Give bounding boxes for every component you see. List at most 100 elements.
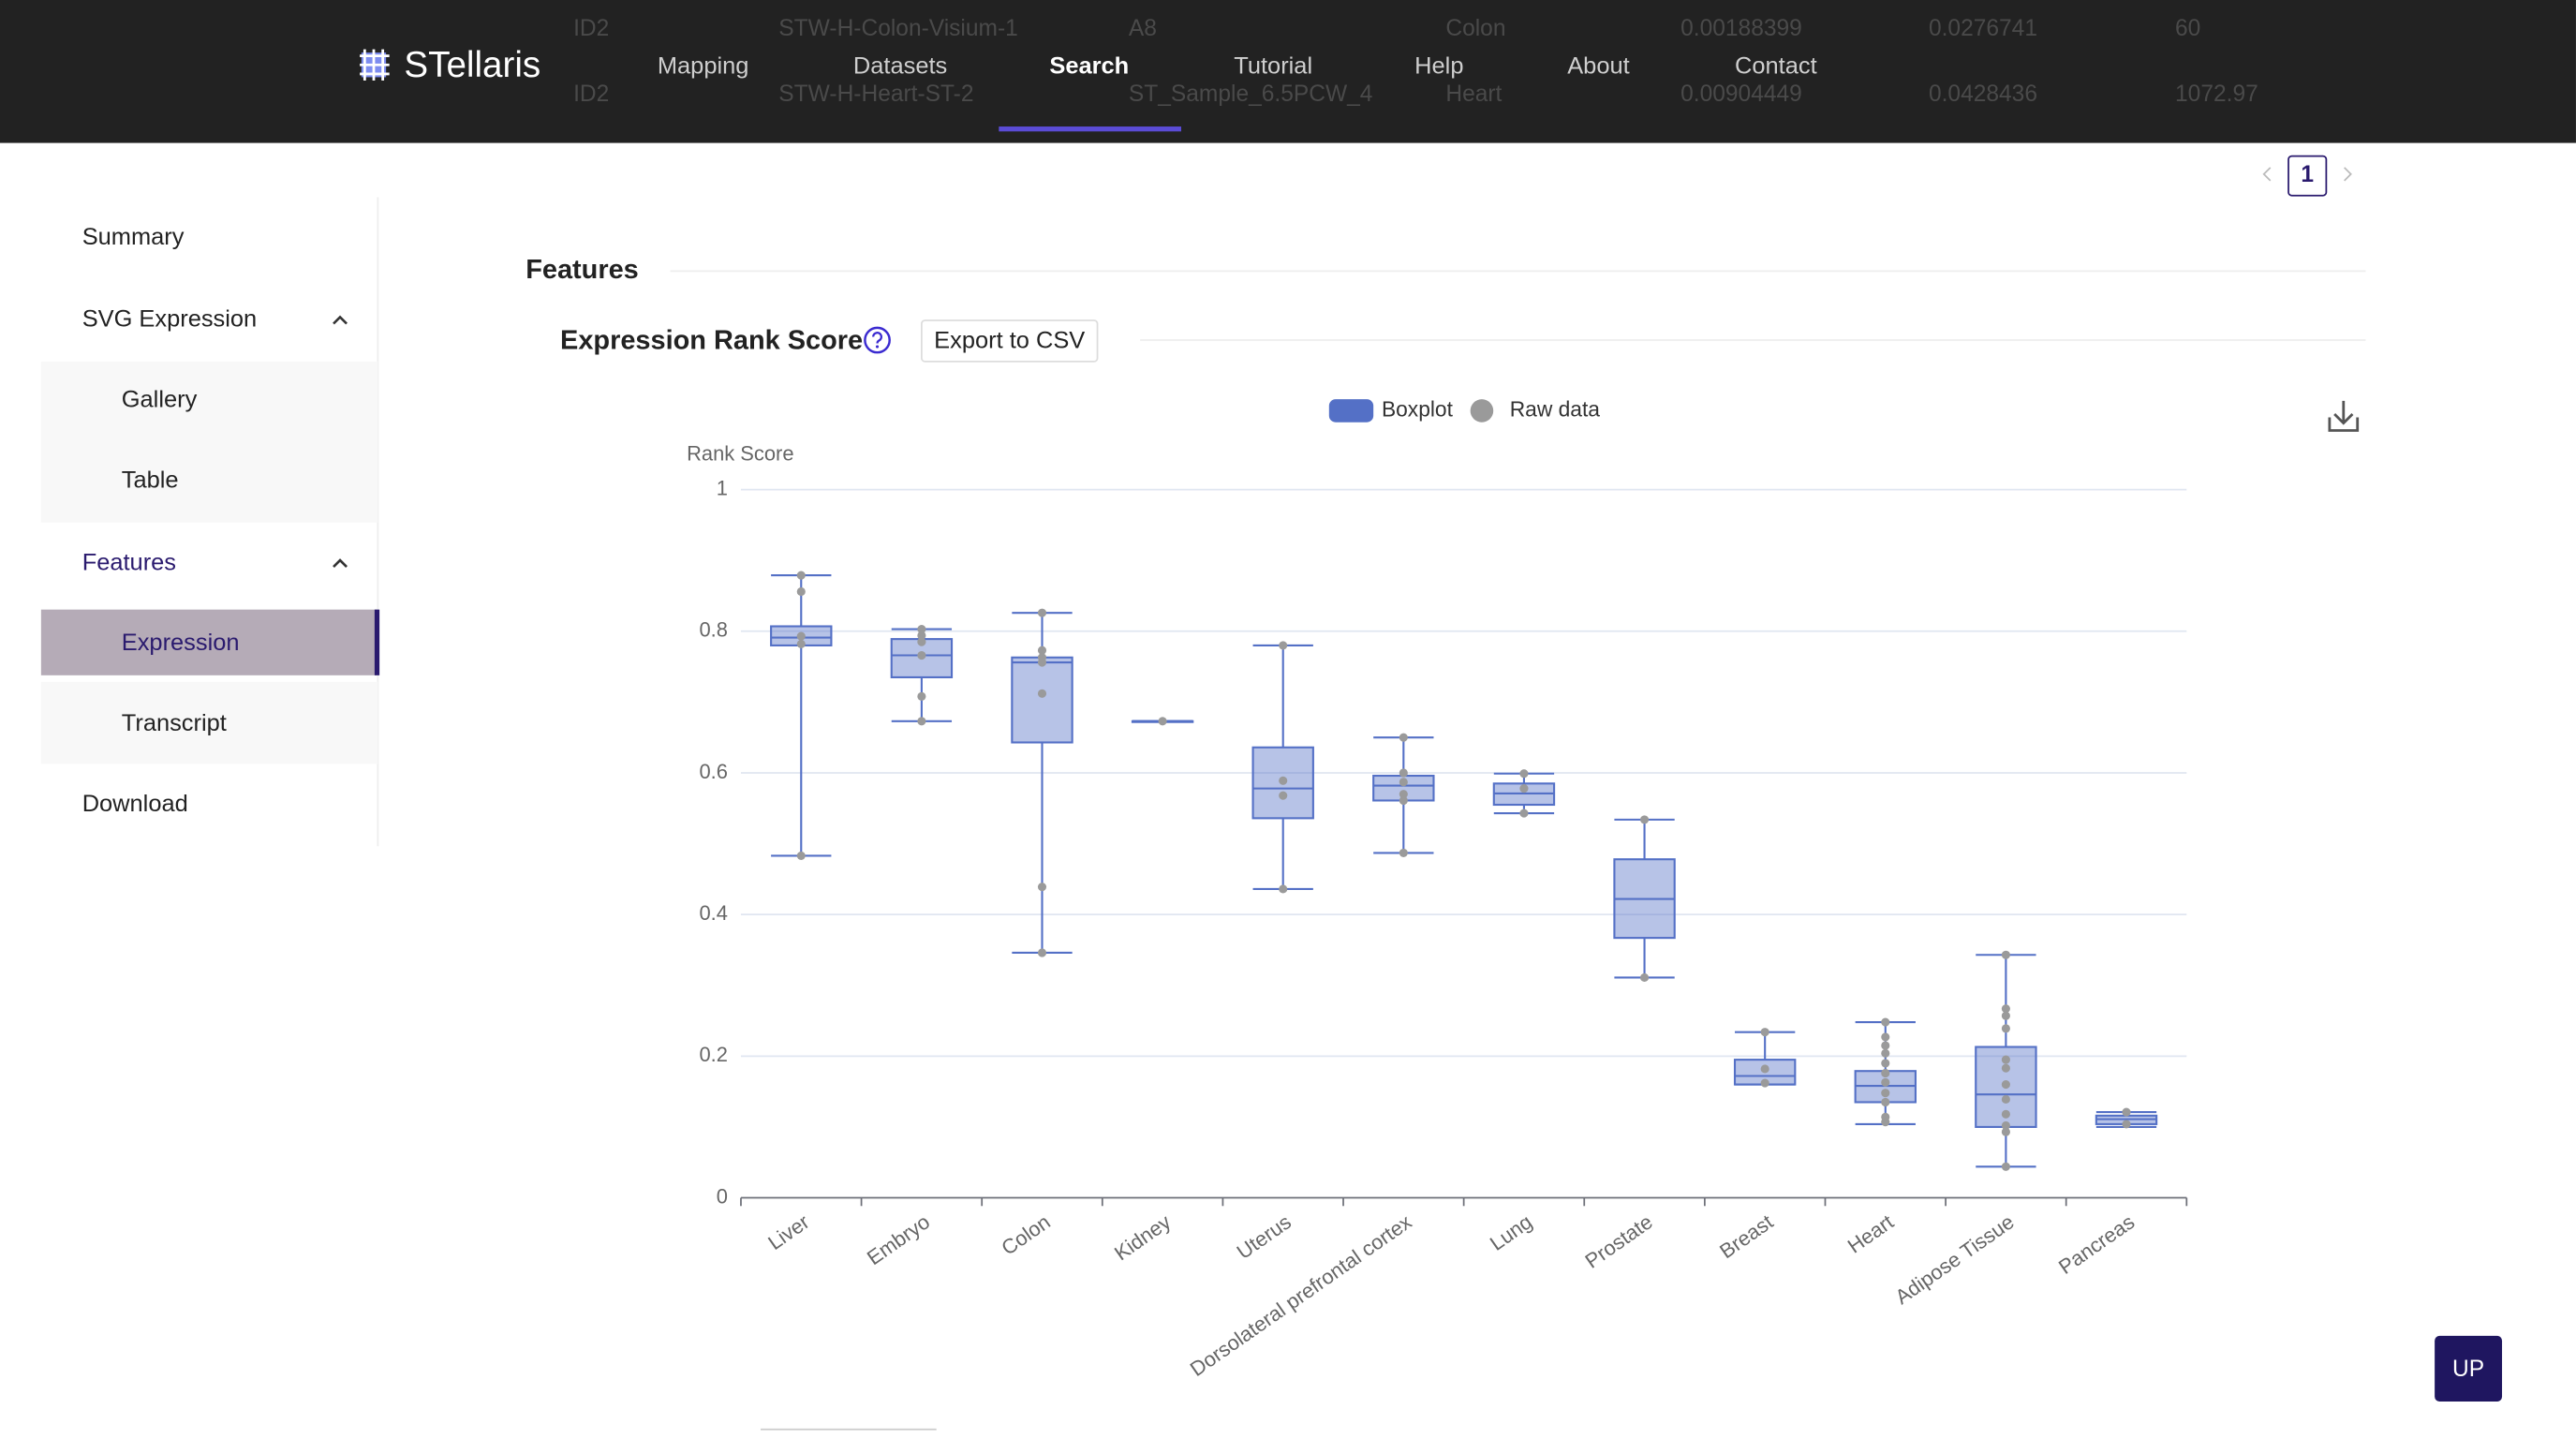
x-tick-label: Prostate — [1581, 1209, 1657, 1272]
raw-point — [1399, 795, 1408, 806]
page-number[interactable]: 1 — [2301, 162, 2314, 187]
nav-item[interactable]: Search — [1049, 53, 1129, 80]
table-cell: A8 — [1129, 16, 1157, 41]
table-cell: Heart — [1445, 82, 1502, 107]
table-cell: ID2 — [573, 16, 609, 41]
export-button-label[interactable]: Export to CSV — [934, 328, 1085, 354]
raw-point — [1037, 883, 1047, 892]
page-box[interactable] — [2287, 155, 2328, 197]
y-tick-label: 1 — [717, 476, 728, 499]
raw-point — [917, 691, 926, 701]
legend-swatch — [1470, 399, 1494, 423]
raw-point — [1037, 948, 1047, 957]
raw-point — [1760, 1078, 1769, 1088]
active-underline — [999, 126, 1181, 132]
table-cell: 0.00904449 — [1680, 82, 1802, 107]
raw-point — [1639, 815, 1650, 824]
help-icon[interactable] — [864, 326, 891, 354]
x-tick-label: Adipose Tissue — [1891, 1209, 2019, 1309]
raw-point — [1881, 1048, 1890, 1058]
raw-point — [2001, 1120, 2010, 1130]
raw-point — [2001, 1127, 2010, 1136]
section-title: Features — [526, 255, 639, 285]
table-cell: 60 — [2175, 16, 2200, 41]
chevron[interactable] — [333, 315, 348, 325]
submenu-bg — [40, 681, 378, 764]
raw-point — [2001, 1109, 2010, 1119]
up-button[interactable] — [2435, 1335, 2503, 1402]
raw-point — [1037, 608, 1047, 617]
raw-point — [1881, 1017, 1890, 1027]
raw-point — [1881, 1068, 1890, 1078]
nav-item[interactable]: Tutorial — [1234, 53, 1312, 80]
sidebar-item[interactable]: Transcript — [122, 710, 227, 736]
raw-point — [1881, 1077, 1890, 1087]
sidebar-item[interactable]: Download — [82, 791, 188, 817]
y-tick-label: 0.8 — [699, 618, 727, 642]
raw-point — [2122, 1120, 2131, 1129]
raw-point — [796, 586, 806, 597]
nav-item[interactable]: Help — [1414, 53, 1463, 80]
legend-label[interactable]: Boxplot — [1382, 396, 1454, 421]
y-axis-label: Rank Score — [687, 442, 793, 466]
y-tick-label: 0.4 — [699, 901, 727, 925]
table-cell: 1072.97 — [2175, 82, 2258, 107]
sidebar-item[interactable]: Table — [122, 467, 179, 494]
logo-text[interactable]: STellaris — [404, 45, 540, 85]
x-tick-label: Lung — [1486, 1209, 1536, 1254]
sidebar-item[interactable]: Features — [82, 549, 176, 575]
x-tick-label: Pancreas — [2054, 1209, 2139, 1279]
menu-selected-bg — [40, 609, 378, 675]
raw-point — [2001, 1063, 2010, 1073]
raw-point — [1519, 769, 1529, 779]
raw-point — [1881, 1059, 1890, 1068]
raw-point — [2001, 1011, 2010, 1020]
nav-item[interactable]: Mapping — [658, 53, 749, 80]
raw-point — [2001, 1162, 2010, 1171]
legend-label[interactable]: Raw data — [1510, 396, 1601, 421]
table-cell: STW-H-Heart-ST-2 — [778, 82, 973, 107]
x-tick-label: Breast — [1715, 1209, 1777, 1263]
raw-point — [2122, 1107, 2131, 1117]
raw-point — [2001, 1080, 2010, 1090]
export-button[interactable] — [921, 319, 1099, 363]
raw-point — [1399, 790, 1408, 799]
raw-point — [1760, 1064, 1769, 1074]
raw-point — [1519, 809, 1529, 818]
raw-point — [796, 571, 806, 580]
submenu-bg — [40, 361, 378, 523]
y-tick-label: 0.6 — [699, 760, 727, 783]
nav-item[interactable]: Datasets — [853, 53, 947, 80]
table-cell: ST_Sample_6.5PCW_4 — [1129, 82, 1373, 107]
chevron[interactable] — [333, 558, 348, 568]
raw-point — [1399, 733, 1408, 742]
download-icon[interactable] — [2328, 400, 2360, 432]
table-cell: Colon — [1445, 16, 1505, 41]
raw-point — [1881, 1032, 1890, 1042]
raw-point — [2001, 1004, 2010, 1014]
sidebar-item[interactable]: SVG Expression — [82, 306, 258, 333]
raw-point — [796, 631, 806, 641]
next-page[interactable] — [2344, 167, 2352, 182]
sidebar-item[interactable]: Expression — [122, 630, 240, 656]
sidebar-item[interactable]: Gallery — [122, 387, 198, 413]
x-tick-label: Dorsolateral prefrontal cortex — [1186, 1209, 1416, 1381]
x-tick-label: Heart — [1843, 1209, 1898, 1257]
raw-point — [917, 630, 926, 640]
x-tick-label: Uterus — [1233, 1209, 1295, 1264]
prev-page[interactable] — [2262, 167, 2272, 182]
nav-item[interactable]: About — [1567, 53, 1629, 80]
raw-point — [1279, 776, 1288, 785]
subsection-title: Expression Rank Score — [560, 325, 863, 355]
nav-item[interactable]: Contact — [1735, 53, 1817, 80]
raw-point — [1760, 1028, 1769, 1037]
raw-point — [917, 637, 926, 646]
raw-point — [796, 639, 806, 648]
up-button-label[interactable]: UP — [2452, 1357, 2484, 1382]
sidebar-item[interactable]: Summary — [82, 224, 185, 250]
raw-point — [2001, 1024, 2010, 1033]
raw-point — [1639, 972, 1650, 982]
